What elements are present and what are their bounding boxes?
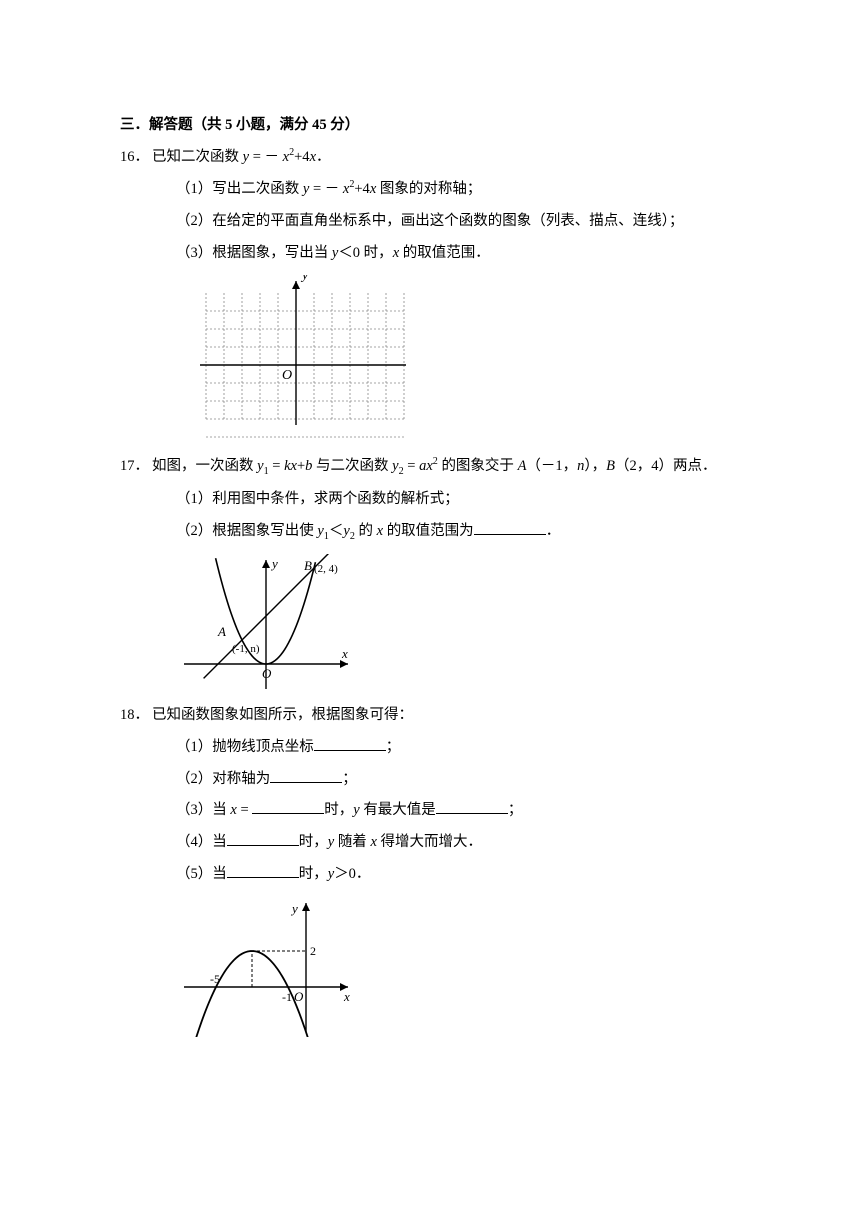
answer-blank[interactable] [314, 732, 386, 750]
svg-text:A: A [217, 624, 226, 639]
answer-blank[interactable] [252, 796, 324, 814]
answer-blank[interactable] [227, 860, 299, 878]
svg-text:x: x [343, 989, 350, 1004]
problem-17: 17． 如图，一次函数 y1 = kx+b 与二次函数 y2 = ax2 的图象… [120, 451, 740, 699]
svg-text:(2, 4): (2, 4) [314, 563, 338, 575]
sub-question-3: （3）当 x = 时，y 有最大值是； [152, 795, 740, 827]
answer-blank[interactable] [227, 828, 299, 846]
sub-question-1: （1）利用图中条件，求两个函数的解析式； [152, 484, 740, 516]
svg-text:B: B [304, 558, 312, 573]
svg-text:y: y [290, 901, 298, 916]
answer-blank[interactable] [436, 796, 508, 814]
sub-question-2: （2）在给定的平面直角坐标系中，画出这个函数的图象（列表、描点、连线）； [152, 206, 740, 238]
problem-number: 16． [120, 142, 152, 174]
sub-question-1: （1）写出二次函数 y = － x2+4x 图象的对称轴； [152, 174, 740, 206]
sub-question-1: （1）抛物线顶点坐标； [152, 732, 740, 764]
section-header: 三．解答题（共 5 小题，满分 45 分） [120, 110, 740, 142]
svg-text:O: O [262, 666, 272, 681]
sub-question-2: （2）对称轴为； [152, 764, 740, 796]
svg-text:O: O [294, 989, 304, 1004]
svg-text:x: x [341, 646, 348, 661]
figure-grid: xyO [176, 275, 740, 445]
figure-parabola-line: x y O A (-1, n) B(2, 4) [176, 554, 740, 694]
problem-stem: 如图，一次函数 y1 = kx+b 与二次函数 y2 = ax2 的图象交于 A… [152, 451, 740, 483]
svg-text:y: y [270, 556, 278, 571]
problem-stem: 已知函数图象如图所示，根据图象可得： [152, 700, 740, 732]
svg-text:y: y [300, 275, 309, 283]
problem-18: 18． 已知函数图象如图所示，根据图象可得： （1）抛物线顶点坐标； （2）对称… [120, 700, 740, 1043]
problem-number: 17． [120, 451, 152, 483]
svg-text:2: 2 [310, 944, 316, 958]
problem-16: 16． 已知二次函数 y = － x2+4x． （1）写出二次函数 y = － … [120, 142, 740, 452]
svg-text:O: O [282, 368, 292, 383]
problem-number: 18． [120, 700, 152, 732]
problem-stem: 已知二次函数 y = － x2+4x． [152, 142, 740, 174]
sub-question-3: （3）根据图象，写出当 y＜0 时，x 的取值范围． [152, 238, 740, 270]
sub-question-5: （5）当时，y＞0． [152, 859, 740, 891]
answer-blank[interactable] [474, 516, 546, 534]
figure-downward-parabola: x y O 2 -5 -1 [176, 897, 740, 1037]
sub-question-2: （2）根据图象写出使 y1＜y2 的 x 的取值范围为． [152, 516, 740, 548]
svg-text:-1: -1 [282, 990, 292, 1004]
svg-text:(-1, n): (-1, n) [232, 643, 260, 655]
answer-blank[interactable] [270, 764, 342, 782]
sub-question-4: （4）当时，y 随着 x 得增大而增大． [152, 827, 740, 859]
svg-text:-5: -5 [210, 972, 220, 986]
